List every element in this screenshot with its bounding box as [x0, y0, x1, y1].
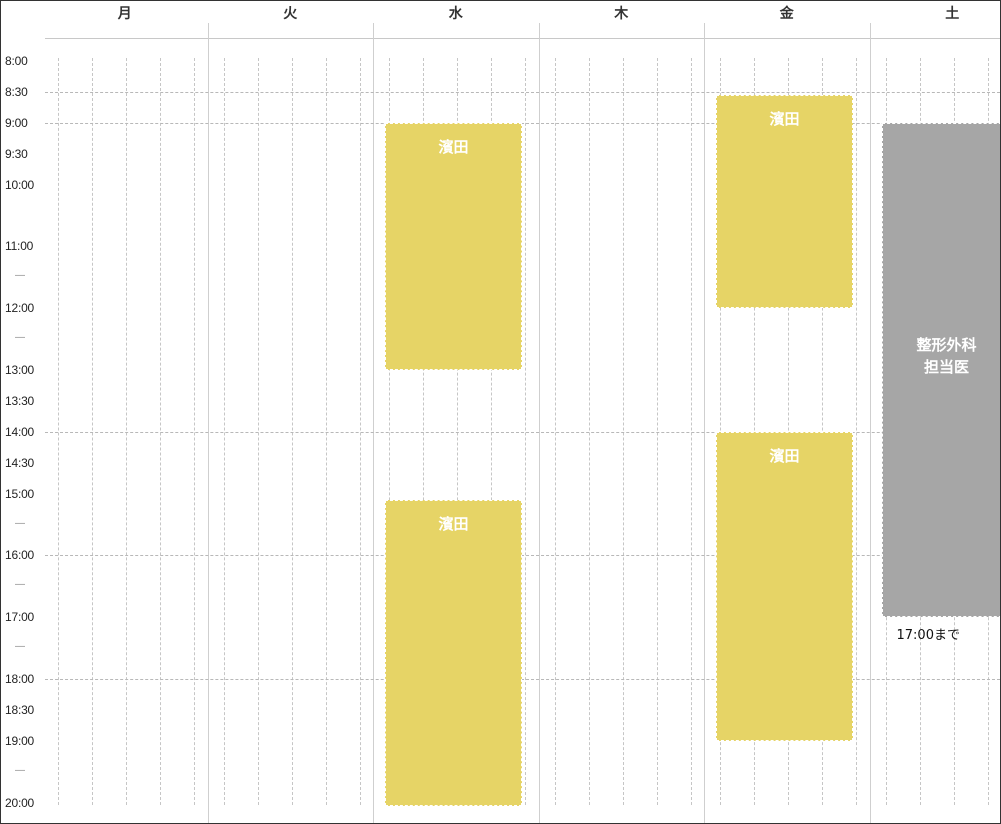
appointment-block[interactable]: 濱田 — [385, 122, 522, 370]
time-label: — — [15, 517, 25, 529]
time-label: — — [15, 332, 25, 344]
time-label: 13:00 — [5, 363, 35, 377]
day-header-4: 金 — [779, 6, 794, 22]
time-gridline — [45, 431, 1000, 433]
sub-column-line — [194, 58, 195, 805]
sub-column-line — [58, 58, 59, 805]
time-label: 11:00 — [5, 239, 34, 254]
appointment-block[interactable]: 整形外科 担当医 — [881, 122, 1000, 618]
time-label: 17:00 — [5, 610, 35, 625]
sub-column-line — [754, 58, 755, 805]
time-gridline — [45, 122, 1000, 124]
time-label: — — [15, 579, 25, 591]
sub-column-line — [160, 58, 161, 805]
appointment-block[interactable]: 濱田 — [716, 431, 853, 741]
sub-column-line — [690, 58, 692, 805]
sub-column-line — [359, 58, 361, 805]
sub-column-line — [788, 58, 789, 805]
day-header-2: 水 — [448, 6, 463, 22]
time-label: 9:30 — [5, 146, 28, 161]
sub-column-line — [423, 58, 424, 805]
time-label: 16:00 — [5, 548, 35, 563]
appointment-label: 整形外科 担当医 — [916, 335, 977, 376]
sub-column-line — [389, 58, 390, 805]
sub-column-line — [622, 58, 624, 805]
time-label: — — [15, 764, 25, 776]
sub-column-line — [223, 58, 225, 805]
time-label: 19:00 — [5, 733, 35, 748]
sub-column-line — [554, 58, 556, 805]
time-label: 9:00 — [5, 115, 28, 130]
time-label: 14:00 — [5, 424, 35, 439]
sub-column-line — [325, 58, 327, 805]
time-label: 14:30 — [5, 455, 35, 470]
day-header-5: 土 — [945, 6, 960, 22]
appointment-block[interactable]: 濱田 — [385, 499, 522, 806]
sub-column-line — [720, 58, 721, 805]
sub-column-line — [588, 58, 590, 805]
day-column-divider — [869, 23, 871, 823]
day-column-divider — [373, 23, 374, 823]
appointment-label: 濱田 — [769, 446, 800, 465]
appointment-label: 濱田 — [438, 514, 469, 533]
time-label: 20:00 — [5, 795, 35, 810]
sub-column-line — [126, 58, 127, 805]
sub-column-line — [856, 58, 857, 805]
appointment-label: 濱田 — [438, 137, 469, 156]
day-header-0: 月 — [117, 6, 132, 22]
sub-column-line — [291, 58, 293, 805]
appointment-block[interactable]: 濱田 — [716, 94, 853, 309]
time-label: — — [15, 270, 25, 282]
time-label: 8:30 — [5, 84, 28, 99]
time-label: 8:00 — [5, 54, 28, 68]
day-column-divider — [538, 23, 540, 823]
header-divider — [45, 38, 1000, 39]
time-label: 13:30 — [5, 393, 35, 408]
time-gridline — [45, 555, 1000, 557]
time-label: 18:00 — [5, 672, 35, 686]
time-label: — — [15, 641, 25, 653]
time-label: 10:00 — [5, 177, 35, 192]
sub-column-line — [822, 58, 823, 805]
day-header-1: 火 — [283, 6, 298, 22]
day-header-3: 木 — [614, 6, 629, 22]
sub-column-line — [525, 58, 526, 805]
appointment-label: 濱田 — [769, 109, 800, 128]
end-time-note: 17:00まで — [896, 628, 960, 643]
sub-column-line — [257, 58, 259, 805]
sub-column-line — [491, 58, 492, 805]
time-label: 12:00 — [5, 301, 35, 316]
time-gridline — [45, 679, 1000, 680]
time-gridline — [45, 91, 1000, 93]
sub-column-line — [92, 58, 93, 805]
day-column-divider — [704, 23, 705, 823]
day-column-divider — [207, 23, 209, 823]
sub-column-line — [457, 58, 458, 805]
time-label: 15:00 — [5, 486, 35, 501]
sub-column-line — [656, 58, 658, 805]
time-label: 18:30 — [5, 702, 35, 717]
